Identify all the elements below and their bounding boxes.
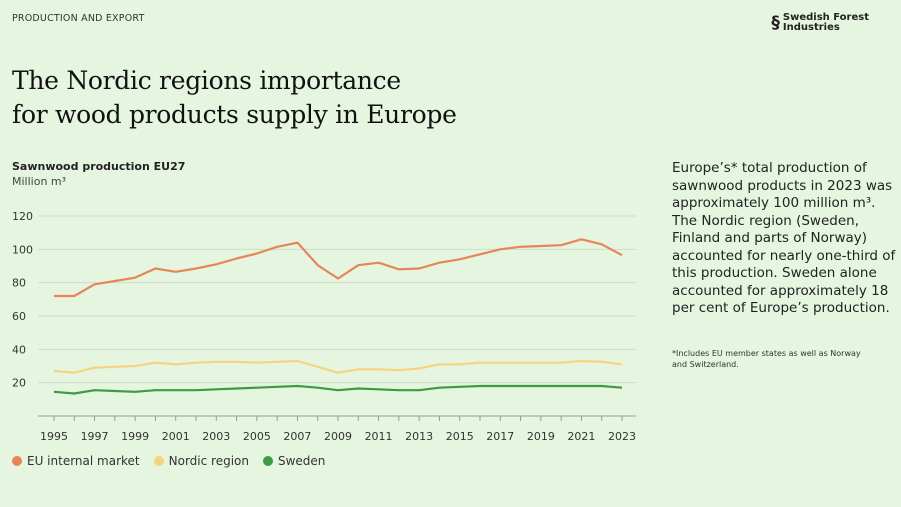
logo-text: Industries (782, 22, 840, 33)
legend-item: Nordic region (153, 454, 249, 468)
legend-label: Sweden (277, 454, 326, 468)
y-tick-label: 20 (12, 377, 26, 390)
x-tick-label: 2017 (486, 430, 514, 443)
y-tick-label: 60 (12, 310, 26, 323)
footnote: *Includes EU member states as well as No… (672, 349, 861, 369)
x-tick-label: 2021 (567, 430, 595, 443)
series-line-0 (54, 238, 623, 298)
logo-icon: § (771, 12, 780, 33)
x-tick-label: 2013 (405, 430, 433, 443)
legend: EU internal market Nordic region Sweden (12, 454, 325, 468)
x-tick-label: 2001 (162, 430, 190, 443)
y-tick-label: 40 (12, 343, 26, 356)
x-tick-label: 2019 (527, 430, 555, 443)
x-tick-label: 2007 (283, 430, 311, 443)
x-tick-label: 1997 (81, 430, 109, 443)
legend-item: Sweden (262, 454, 326, 468)
logo-text: Swedish Forest (782, 12, 869, 23)
x-tick-label: 1999 (121, 430, 149, 443)
legend-marker (153, 456, 164, 466)
x-tick-label: 2015 (446, 430, 474, 443)
section-kicker: PRODUCTION AND EXPORT (12, 13, 145, 24)
x-tick-label: 2005 (243, 430, 271, 443)
y-tick-label: 100 (12, 243, 33, 256)
x-tick-label: 2011 (365, 430, 393, 443)
x-tick-label: 2003 (202, 430, 230, 443)
legend-label: Nordic region (168, 454, 249, 468)
legend-marker (12, 456, 22, 466)
description-text: Europe’s* total production of sawnwood p… (672, 160, 896, 316)
legend-item: EU internal market (12, 454, 140, 468)
legend-label: EU internal market (27, 454, 140, 468)
legend-marker (262, 456, 273, 466)
x-tick-label: 1995 (40, 430, 68, 443)
chart-title: Sawnwood production EU27 (12, 160, 186, 173)
y-tick-label: 80 (12, 277, 26, 290)
logo: § Swedish Forest Industries (771, 13, 869, 33)
y-tick-label: 120 (12, 210, 33, 223)
x-tick-label: 2009 (324, 430, 352, 443)
series-line-2 (53, 384, 623, 395)
page-title: The Nordic regions importance for wood pr… (12, 66, 457, 129)
chart-unit: Million m³ (12, 175, 67, 188)
series-line-1 (53, 359, 623, 374)
x-tick-label: 2023 (608, 430, 636, 443)
